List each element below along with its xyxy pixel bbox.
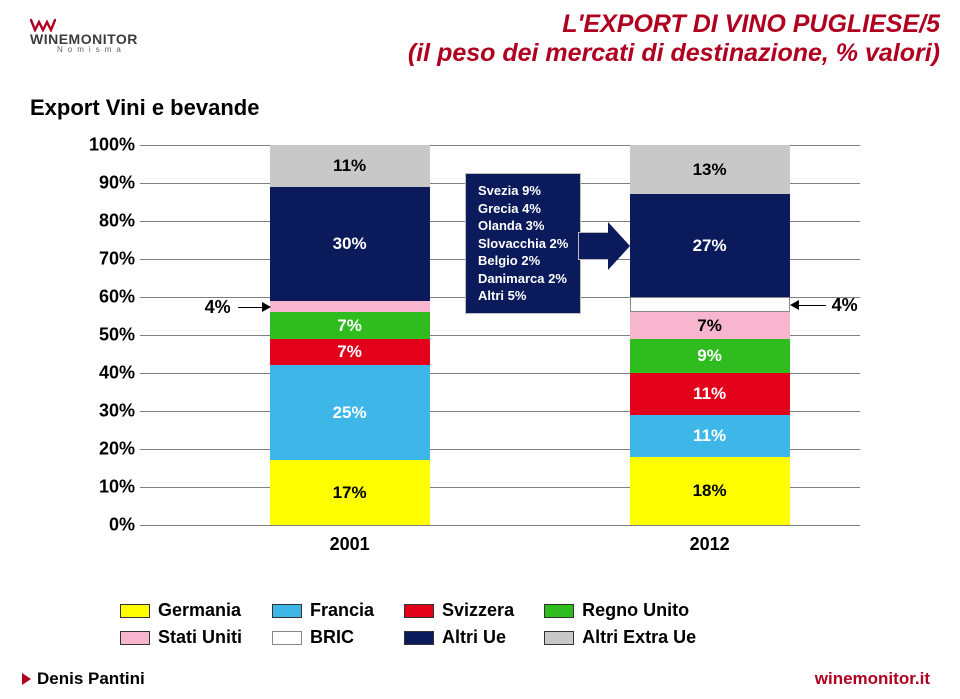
legend-label: Svizzera bbox=[442, 600, 514, 621]
legend-swatch-icon bbox=[272, 604, 302, 618]
right-annotation-value: 4% bbox=[832, 295, 858, 316]
segment-stati-uniti: 7% bbox=[630, 312, 790, 339]
callout-line: Altri 5% bbox=[478, 287, 568, 305]
callout-line: Belgio 2% bbox=[478, 252, 568, 270]
logo-sub: Nomisma bbox=[57, 45, 138, 54]
legend-swatch-icon bbox=[404, 604, 434, 618]
callout-arrow-head-icon bbox=[608, 222, 630, 270]
legend-swatch-icon bbox=[272, 631, 302, 645]
y-tick-label: 10% bbox=[80, 477, 135, 498]
title-line-1: L'EXPORT DI VINO PUGLIESE/5 bbox=[260, 10, 940, 39]
y-tick-label: 0% bbox=[80, 515, 135, 536]
legend-item-svizzera: Svizzera bbox=[404, 600, 514, 621]
segment-altri-ue: 30% bbox=[270, 187, 430, 301]
y-tick-label: 40% bbox=[80, 363, 135, 384]
segment-altri-ue: 27% bbox=[630, 194, 790, 297]
legend-swatch-icon bbox=[120, 604, 150, 618]
legend-item-altri-extra-ue: Altri Extra Ue bbox=[544, 627, 696, 648]
legend-label: Altri Extra Ue bbox=[582, 627, 696, 648]
segment-svizzera: 11% bbox=[630, 373, 790, 415]
callout-line: Svezia 9% bbox=[478, 182, 568, 200]
bar-category-label: 2001 bbox=[270, 534, 430, 555]
segment-svizzera: 7% bbox=[270, 339, 430, 366]
arrow-head-icon bbox=[790, 300, 799, 310]
legend-label: Francia bbox=[310, 600, 374, 621]
arrow-head-icon bbox=[262, 302, 271, 312]
title-line-2: (il peso dei mercati di destinazione, % … bbox=[260, 39, 940, 68]
y-tick-label: 100% bbox=[80, 135, 135, 156]
legend-label: BRIC bbox=[310, 627, 354, 648]
y-tick-label: 90% bbox=[80, 173, 135, 194]
author-name: Denis Pantini bbox=[37, 669, 145, 689]
bar-2012: 13%27%7%9%11%11%18%2012 bbox=[630, 145, 790, 525]
y-tick-label: 70% bbox=[80, 249, 135, 270]
legend-item-bric: BRIC bbox=[272, 627, 374, 648]
site-link[interactable]: winemonitor.it bbox=[815, 669, 930, 689]
segment-altri-extra-ue: 13% bbox=[630, 145, 790, 194]
legend-swatch-icon bbox=[120, 631, 150, 645]
legend-label: Germania bbox=[158, 600, 241, 621]
y-tick-label: 20% bbox=[80, 439, 135, 460]
segment-francia: 25% bbox=[270, 365, 430, 460]
segment-regno-unito: 7% bbox=[270, 312, 430, 339]
legend-item-altri-ue: Altri Ue bbox=[404, 627, 514, 648]
gridline bbox=[140, 525, 860, 526]
legend-label: Stati Uniti bbox=[158, 627, 242, 648]
page-title: L'EXPORT DI VINO PUGLIESE/5 (il peso dei… bbox=[260, 10, 940, 68]
callout-arrow-body-icon bbox=[578, 232, 610, 260]
segment-altri-extra-ue: 11% bbox=[270, 145, 430, 187]
legend-item-stati-uniti: Stati Uniti bbox=[120, 627, 242, 648]
stacked-bar-chart: 0%10%20%30%40%50%60%70%80%90%100%11%30%7… bbox=[80, 145, 880, 575]
callout-line: Olanda 3% bbox=[478, 217, 568, 235]
legend: Germania Francia Svizzera Regno Unito Stati … bbox=[120, 600, 696, 648]
arrow-line-icon bbox=[798, 305, 826, 307]
logo: WINEMONITOR Nomisma bbox=[30, 18, 138, 54]
callout-line: Danimarca 2% bbox=[478, 270, 568, 288]
legend-swatch-icon bbox=[544, 631, 574, 645]
left-annotation-value: 4% bbox=[205, 297, 231, 318]
callout-line: Slovacchia 2% bbox=[478, 235, 568, 253]
y-tick-label: 30% bbox=[80, 401, 135, 422]
legend-label: Altri Ue bbox=[442, 627, 506, 648]
legend-swatch-icon bbox=[404, 631, 434, 645]
legend-item-regno-unito: Regno Unito bbox=[544, 600, 696, 621]
segment-stati-uniti bbox=[270, 301, 430, 312]
triangle-icon bbox=[22, 673, 31, 685]
bar-2001: 11%30%7%7%25%17%2001 bbox=[270, 145, 430, 525]
segment-regno-unito: 9% bbox=[630, 339, 790, 373]
segment-germania: 18% bbox=[630, 457, 790, 525]
arrow-line-icon bbox=[238, 307, 264, 309]
callout-line: Grecia 4% bbox=[478, 200, 568, 218]
segment-francia: 11% bbox=[630, 415, 790, 457]
segment-germania: 17% bbox=[270, 460, 430, 525]
y-tick-label: 60% bbox=[80, 287, 135, 308]
segment-bric bbox=[630, 297, 790, 312]
y-tick-label: 80% bbox=[80, 211, 135, 232]
legend-item-germania: Germania bbox=[120, 600, 242, 621]
legend-item-francia: Francia bbox=[272, 600, 374, 621]
footer: Denis Pantini winemonitor.it bbox=[22, 669, 930, 689]
y-tick-label: 50% bbox=[80, 325, 135, 346]
altri-ue-callout: Svezia 9%Grecia 4%Olanda 3%Slovacchia 2%… bbox=[465, 173, 581, 314]
legend-label: Regno Unito bbox=[582, 600, 689, 621]
bar-category-label: 2012 bbox=[630, 534, 790, 555]
section-title: Export Vini e bevande bbox=[30, 95, 259, 121]
legend-swatch-icon bbox=[544, 604, 574, 618]
